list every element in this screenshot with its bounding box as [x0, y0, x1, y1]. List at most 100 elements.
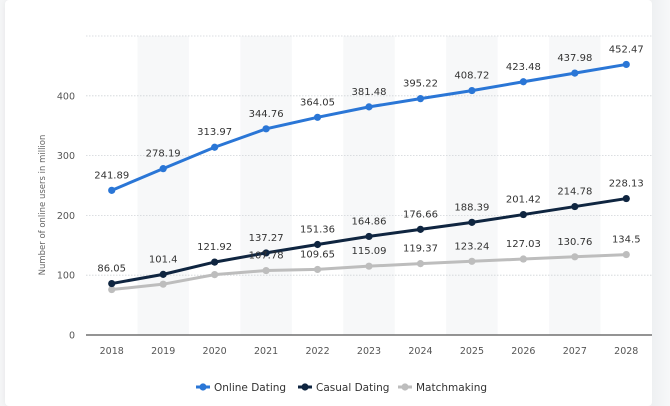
data-label: 115.09: [352, 246, 387, 257]
column-band: [549, 36, 601, 335]
data-point-online-dating: [211, 143, 219, 151]
x-tick-label: 2023: [357, 346, 381, 357]
data-label: 344.76: [249, 109, 284, 120]
chart-card: [5, 0, 652, 406]
data-point-matchmaking: [211, 271, 219, 279]
data-point-casual-dating: [519, 210, 527, 219]
data-point-casual-dating: [468, 218, 476, 226]
data-point-matchmaking: [468, 257, 476, 265]
x-tick-label: 2028: [614, 346, 638, 357]
x-tick-label: 2024: [408, 346, 432, 357]
legend-item[interactable]: Casual Dating: [298, 382, 389, 394]
data-label: 214.78: [557, 187, 592, 198]
column-bands: [137, 36, 601, 335]
y-tick-label: 300: [57, 151, 75, 162]
legend-marker-icon: [199, 383, 207, 391]
data-label: 176.66: [403, 209, 438, 220]
data-point-online-dating: [159, 165, 167, 173]
x-tick-label: 2022: [305, 346, 329, 357]
y-tick-label: 100: [57, 271, 75, 282]
y-tick-label: 400: [57, 91, 75, 102]
data-label: 228.13: [609, 179, 644, 190]
legend-label: Casual Dating: [316, 382, 389, 394]
data-point-online-dating: [622, 60, 630, 69]
data-point-online-dating: [468, 86, 476, 95]
data-label: 164.86: [352, 216, 387, 227]
legend-item[interactable]: Online Dating: [196, 382, 286, 394]
data-point-casual-dating: [313, 240, 322, 249]
data-label: 134.5: [612, 235, 641, 246]
y-tick-label: 200: [57, 211, 75, 222]
data-label: 151.36: [300, 224, 335, 235]
x-tick-label: 2025: [460, 346, 484, 357]
data-point-casual-dating: [262, 249, 270, 257]
data-label: 121.92: [197, 242, 232, 253]
data-point-matchmaking: [159, 280, 167, 288]
data-point-online-dating: [262, 125, 270, 133]
data-point-matchmaking: [365, 262, 373, 270]
gridlines: [86, 35, 652, 276]
data-point-online-dating: [519, 78, 527, 86]
data-label: 109.65: [300, 249, 335, 260]
data-point-casual-dating: [108, 279, 116, 288]
data-point-online-dating: [313, 113, 322, 121]
legend-label: Online Dating: [214, 382, 286, 394]
data-point-casual-dating: [622, 194, 630, 203]
legend-label: Matchmaking: [416, 382, 487, 394]
data-point-casual-dating: [416, 225, 425, 233]
data-point-matchmaking: [416, 260, 425, 268]
data-label: 201.42: [506, 195, 541, 206]
data-label: 241.89: [94, 170, 129, 181]
data-point-online-dating: [108, 186, 116, 194]
data-point-casual-dating: [159, 270, 167, 278]
data-point-matchmaking: [262, 266, 270, 275]
column-band: [343, 36, 395, 335]
column-band: [137, 36, 189, 335]
data-point-online-dating: [365, 103, 373, 111]
series-group: [108, 60, 630, 294]
legend-item[interactable]: Matchmaking: [398, 382, 487, 394]
data-label: 395.22: [403, 79, 438, 90]
x-tick-label: 2018: [100, 346, 124, 357]
data-label: 437.98: [557, 53, 592, 64]
data-label: 381.48: [352, 87, 387, 98]
data-label: 123.24: [454, 241, 489, 252]
data-label: 278.19: [146, 149, 181, 160]
data-point-online-dating: [571, 69, 579, 77]
data-label: 364.05: [300, 97, 335, 108]
data-label: 313.97: [197, 127, 232, 138]
y-axis-label: Number of online users in million: [38, 135, 48, 276]
x-tick-label: 2020: [203, 346, 227, 357]
data-labels: 241.89 278.19 313.97 344.76 364.05 381.48 395.…: [94, 44, 644, 274]
data-label: 137.27: [249, 233, 284, 244]
data-point-matchmaking: [519, 255, 527, 263]
x-tick-label: 2019: [151, 346, 175, 357]
legend-marker-icon: [301, 383, 309, 391]
data-label: 452.47: [609, 44, 644, 55]
data-label: 423.48: [506, 62, 541, 73]
column-band: [240, 36, 292, 335]
data-label: 130.76: [557, 237, 592, 248]
data-label: 408.72: [454, 71, 489, 82]
data-label: 86.05: [97, 264, 126, 275]
x-tick-label: 2021: [254, 346, 278, 357]
x-axis-ticks: 2018 2019 2020 2021 2022 2023 2024 2025 2026 2027…: [100, 346, 639, 357]
data-point-online-dating: [416, 95, 425, 103]
data-label: 101.4: [149, 254, 178, 265]
x-tick-label: 2026: [511, 346, 535, 357]
data-point-casual-dating: [571, 202, 579, 211]
column-band: [446, 36, 498, 335]
legend: Online Dating Casual Dating Matchmaking: [196, 382, 487, 394]
data-point-matchmaking: [313, 265, 322, 274]
y-tick-label: 0: [69, 331, 75, 342]
legend-marker-icon: [401, 383, 409, 391]
data-label: 119.37: [403, 244, 438, 255]
x-tick-label: 2027: [563, 346, 587, 357]
data-point-casual-dating: [365, 232, 373, 241]
data-label: 107.78: [249, 251, 284, 262]
data-point-matchmaking: [108, 285, 116, 294]
data-point-matchmaking: [622, 250, 630, 259]
side-panel-edge: [652, 0, 670, 406]
data-label: 127.03: [506, 239, 541, 250]
